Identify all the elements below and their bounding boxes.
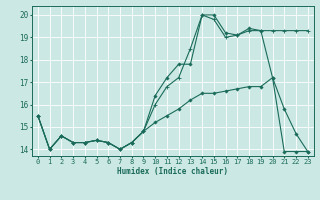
X-axis label: Humidex (Indice chaleur): Humidex (Indice chaleur) <box>117 167 228 176</box>
